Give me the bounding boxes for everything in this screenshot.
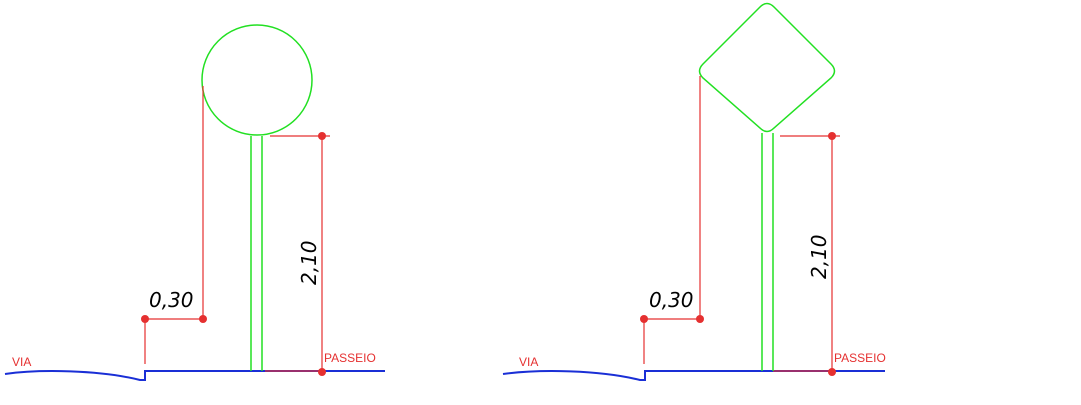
height-dimension-label: 2,10 bbox=[807, 234, 831, 279]
offset-dimension-label: 0,30 bbox=[649, 288, 694, 312]
offset-dimension-dot-left bbox=[141, 315, 149, 323]
road-label: VIA bbox=[519, 355, 538, 369]
offset-dimension-dot-right bbox=[696, 315, 704, 323]
ground-line bbox=[502, 370, 885, 381]
offset-dimension-dot-right bbox=[199, 315, 207, 323]
circular-sign-plate bbox=[201, 24, 313, 136]
sidewalk-label: PASSEIO bbox=[834, 351, 886, 365]
offset-dimension-dot-left bbox=[640, 315, 648, 323]
ground-line bbox=[4, 370, 385, 381]
figure-circular-sign: 0,30 2,10 VIA PASSEIO bbox=[4, 24, 385, 381]
offset-dimension-label: 0,30 bbox=[149, 288, 194, 312]
height-dimension-dot-top bbox=[318, 132, 326, 140]
road-label: VIA bbox=[12, 355, 31, 369]
figure-diamond-sign: 0,30 2,10 VIA PASSEIO bbox=[502, 2, 886, 381]
height-dimension-dot-bottom bbox=[828, 368, 836, 376]
sidewalk-label: PASSEIO bbox=[324, 351, 376, 365]
height-dimension-label: 2,10 bbox=[297, 240, 321, 285]
diamond-sign-plate bbox=[698, 2, 836, 133]
height-dimension-dot-top bbox=[828, 132, 836, 140]
height-dimension-dot-bottom bbox=[318, 368, 326, 376]
